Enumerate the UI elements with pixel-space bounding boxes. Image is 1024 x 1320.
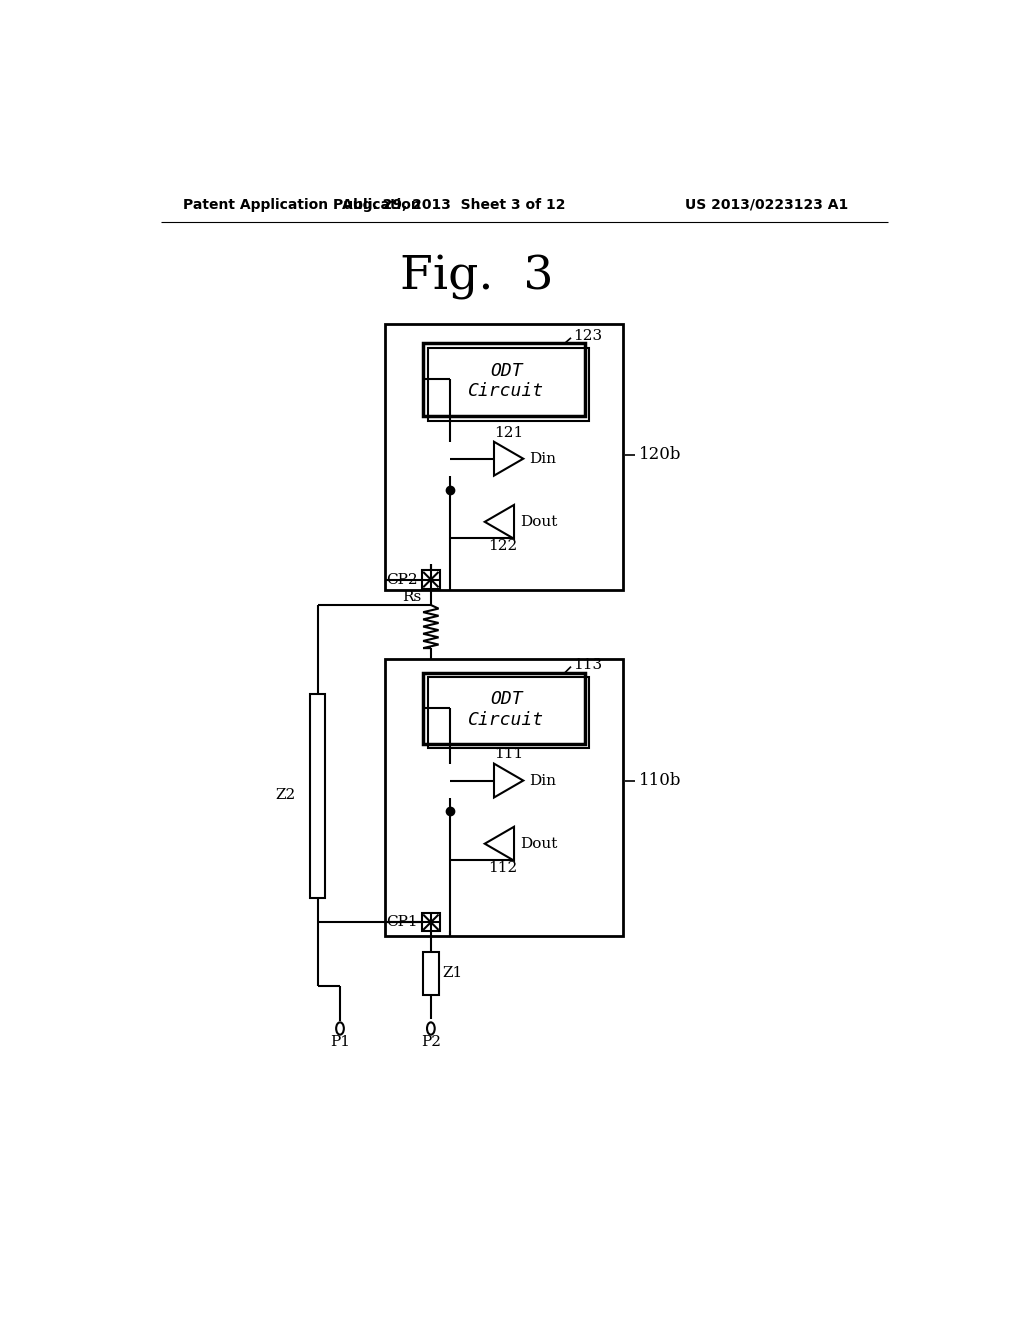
Text: Fig.  3: Fig. 3 — [400, 255, 554, 301]
Bar — [428, 348, 590, 421]
Text: 113: 113 — [573, 659, 602, 672]
Bar — [423, 673, 585, 743]
Polygon shape — [494, 763, 523, 797]
Text: Din: Din — [529, 451, 556, 466]
Bar — [428, 677, 590, 748]
Text: P1: P1 — [330, 1035, 350, 1049]
Text: Din: Din — [529, 774, 556, 788]
Text: 112: 112 — [488, 862, 518, 875]
Text: Patent Application Publication: Patent Application Publication — [183, 198, 421, 211]
Bar — [423, 343, 585, 416]
Bar — [385, 323, 624, 590]
Text: Aug. 29, 2013  Sheet 3 of 12: Aug. 29, 2013 Sheet 3 of 12 — [342, 198, 565, 211]
Text: ODT
Circuit: ODT Circuit — [468, 690, 545, 729]
Text: Rs: Rs — [402, 590, 422, 605]
Text: Dout: Dout — [520, 515, 557, 529]
Text: 121: 121 — [494, 425, 523, 440]
Text: 122: 122 — [488, 540, 518, 553]
Polygon shape — [484, 506, 514, 539]
Text: US 2013/0223123 A1: US 2013/0223123 A1 — [685, 198, 848, 211]
Bar — [423, 952, 438, 995]
Text: CP1: CP1 — [386, 915, 418, 929]
Text: 120b: 120b — [639, 446, 681, 463]
Text: 110b: 110b — [639, 772, 681, 789]
Bar — [422, 570, 440, 589]
Polygon shape — [484, 826, 514, 861]
Text: CP2: CP2 — [386, 573, 418, 586]
Text: 123: 123 — [573, 329, 602, 342]
Text: Z1: Z1 — [442, 966, 463, 979]
Ellipse shape — [427, 1022, 435, 1035]
Polygon shape — [494, 442, 523, 475]
Text: Dout: Dout — [520, 837, 557, 850]
Bar — [385, 659, 624, 936]
Text: ODT
Circuit: ODT Circuit — [468, 362, 545, 400]
Bar — [422, 913, 440, 932]
Text: P2: P2 — [421, 1035, 441, 1049]
Text: 111: 111 — [494, 747, 523, 762]
Bar — [310, 693, 326, 898]
Ellipse shape — [336, 1022, 344, 1035]
Text: Z2: Z2 — [275, 788, 296, 803]
